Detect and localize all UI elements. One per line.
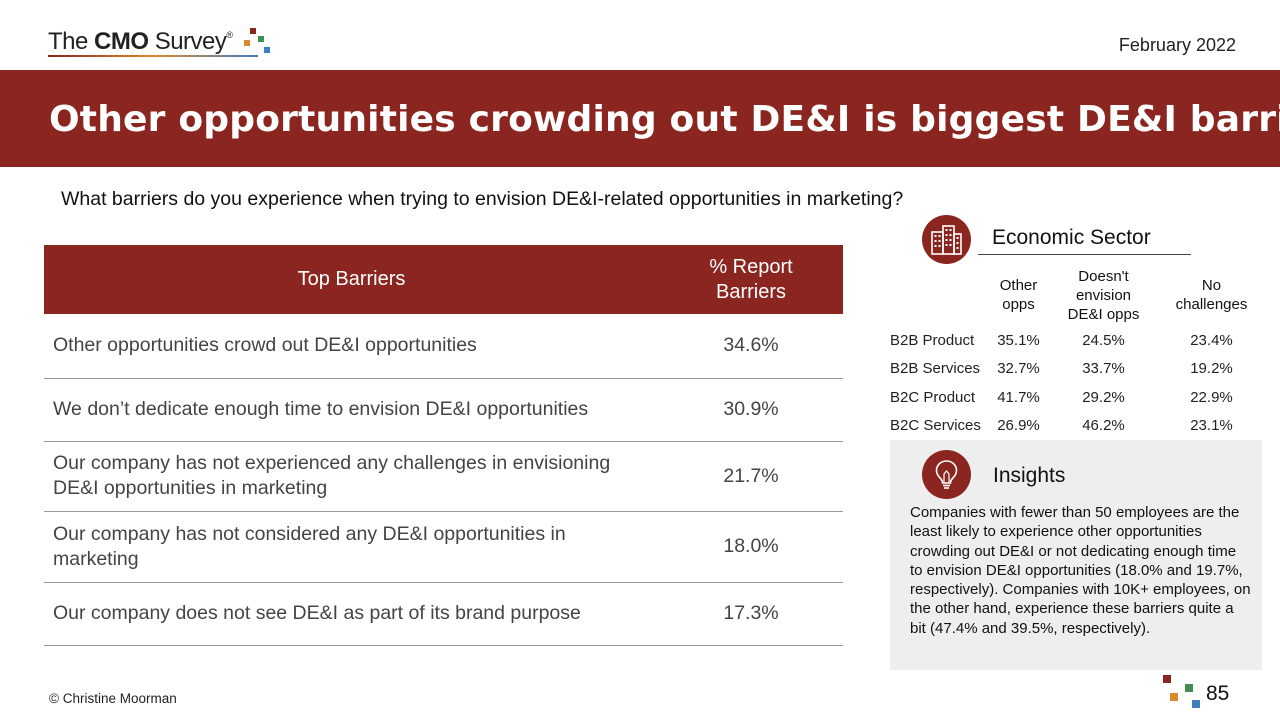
table-row: We don’t dedicate enough time to envisio… [44,378,843,442]
segment-label: B2C Product [890,388,976,406]
logo-registered-mark: ® [226,30,233,40]
barrier-percent: 17.3% [659,582,843,646]
segment-label: B2B Services [890,360,981,378]
page-number: 85 [1206,682,1230,705]
value-cell: 29.2% [1082,388,1125,406]
barrier-label: We don’t dedicate enough time to envisio… [44,378,659,442]
header-other-opps: Other opps [991,264,1046,326]
value-cell: 32.7% [997,360,1040,378]
table-row: B2C Services 26.9% 46.2% 23.1% [889,412,1262,441]
value-cell: 19.2% [1190,360,1233,378]
barrier-label: Our company has not experienced any chal… [44,441,659,512]
barrier-label: Our company does not see DE&I as part of… [44,582,659,646]
header-doesnt-envision: Doesn't envision DE&I opps [1046,264,1161,326]
sector-header-row: Other opps Doesn't envision DE&I opps No cha… [889,264,1262,326]
header-top-barriers: Top Barriers [44,245,659,314]
value-cell: 22.9% [1190,388,1233,406]
barrier-label: Our company has not considered any DE&I … [44,511,659,583]
header-segment [889,264,991,326]
insights-title: Insights [993,464,1066,487]
barrier-label: Other opportunities crowd out DE&I oppor… [44,314,659,379]
table-row: Our company has not experienced any chal… [44,441,843,512]
barrier-percent: 34.6% [659,314,843,379]
value-cell: 35.1% [997,331,1040,349]
header-percent-report: % Report Barriers [659,245,843,314]
logo-brand: CMO [94,28,149,55]
header-percent-label: % Report Barriers [709,255,793,303]
logo-squares-icon [244,28,274,56]
cmo-survey-logo: The CMO Survey® [48,26,288,60]
value-cell: 23.4% [1190,331,1233,349]
lightbulb-icon [922,450,971,499]
buildings-icon [922,215,971,264]
barrier-percent: 18.0% [659,511,843,583]
value-cell: 23.1% [1190,417,1233,435]
report-date: February 2022 [1118,35,1236,55]
table-row: B2C Product 41.7% 29.2% 22.9% [889,383,1262,412]
sector-title-divider [978,254,1191,255]
title-banner: Other opportunities crowding out DE&I is… [0,70,1280,167]
logo-suffix: Survey [154,28,227,55]
logo-wordmark: The CMO Survey® [48,28,233,56]
copyright-notice: © Christine Moorman [49,691,177,706]
insights-panel: Insights Companies with fewer than 50 em… [890,440,1262,670]
barrier-percent: 21.7% [659,441,843,512]
logo-underline [48,55,258,57]
survey-question: What barriers do you experience when try… [61,188,904,210]
value-cell: 33.7% [1082,360,1125,378]
header-doesnt-envision-label: Doesn't envision DE&I opps [1067,267,1140,323]
economic-sector-title: Economic Sector [992,226,1151,249]
segment-label: B2B Product [890,331,975,349]
table-row: Our company has not considered any DE&I … [44,511,843,583]
economic-sector-table: Other opps Doesn't envision DE&I opps No cha… [889,264,1262,440]
footer-squares-icon [1160,673,1202,713]
header-no-challenges: No challenges [1161,264,1262,326]
value-cell: 41.7% [997,388,1040,406]
table-row: Other opportunities crowd out DE&I oppor… [44,314,843,379]
header-no-challenges-label: No challenges [1175,277,1248,313]
top-barriers-table: Top Barriers % Report Barriers Other oppo… [44,245,843,646]
table-row: B2B Services 32.7% 33.7% 19.2% [889,355,1262,384]
table-header-row: Top Barriers % Report Barriers [44,245,843,314]
value-cell: 24.5% [1082,331,1125,349]
value-cell: 46.2% [1082,417,1125,435]
table-row: Our company does not see DE&I as part of… [44,582,843,646]
header-other-opps-label: Other opps [999,277,1038,313]
value-cell: 26.9% [997,417,1040,435]
page-title: Other opportunities crowding out DE&I is… [49,99,1280,140]
table-row: B2B Product 35.1% 24.5% 23.4% [889,326,1262,355]
segment-label: B2C Services [890,417,981,435]
logo-prefix: The [48,28,88,55]
barrier-percent: 30.9% [659,378,843,442]
insights-text: Companies with fewer than 50 employees a… [910,504,1251,637]
